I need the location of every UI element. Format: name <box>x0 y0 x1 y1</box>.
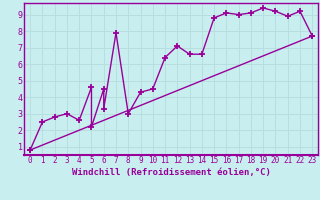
X-axis label: Windchill (Refroidissement éolien,°C): Windchill (Refroidissement éolien,°C) <box>72 168 271 177</box>
